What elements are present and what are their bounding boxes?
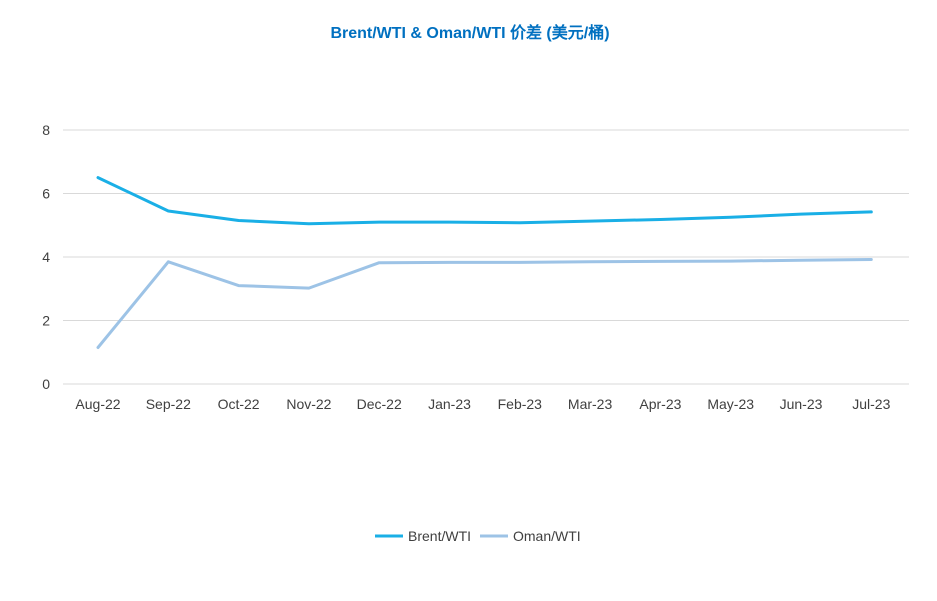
gridlines bbox=[63, 129, 909, 385]
y-tick-label-6: 6 bbox=[42, 186, 50, 202]
series-lines bbox=[96, 176, 873, 349]
x-axis-ticks: Aug-22 Sep-22 Oct-22 Nov-22 Dec-22 Jan-23 Feb-… bbox=[75, 396, 890, 412]
x-tick-label-jun-23: Jun-23 bbox=[780, 396, 823, 412]
y-axis-ticks: 0 2 4 6 8 bbox=[42, 122, 50, 392]
x-tick-label-aug-22: Aug-22 bbox=[75, 396, 120, 412]
x-tick-label-jul-23: Jul-23 bbox=[852, 396, 890, 412]
x-tick-label-feb-23: Feb-23 bbox=[498, 396, 543, 412]
x-tick-label-dec-22: Dec-22 bbox=[357, 396, 402, 412]
x-tick-label-may-23: May-23 bbox=[707, 396, 754, 412]
legend-label-oman-wti: Oman/WTI bbox=[513, 528, 581, 544]
series-line-oman-wti bbox=[96, 258, 873, 349]
chart-title: Brent/WTI & Oman/WTI 价差 (美元/桶) bbox=[330, 23, 609, 42]
x-tick-label-jan-23: Jan-23 bbox=[428, 396, 471, 412]
x-tick-label-oct-22: Oct-22 bbox=[218, 396, 260, 412]
series-line-brent-wti bbox=[96, 176, 873, 226]
legend-label-brent-wti: Brent/WTI bbox=[408, 528, 471, 544]
x-tick-label-sep-22: Sep-22 bbox=[146, 396, 191, 412]
x-tick-label-nov-22: Nov-22 bbox=[286, 396, 331, 412]
x-tick-label-mar-23: Mar-23 bbox=[568, 396, 613, 412]
legend: Brent/WTI Oman/WTI bbox=[375, 528, 581, 544]
x-tick-label-apr-23: Apr-23 bbox=[639, 396, 681, 412]
y-tick-label-8: 8 bbox=[42, 122, 50, 138]
y-tick-label-0: 0 bbox=[42, 376, 50, 392]
y-tick-label-2: 2 bbox=[42, 313, 50, 329]
y-tick-label-4: 4 bbox=[42, 249, 50, 265]
